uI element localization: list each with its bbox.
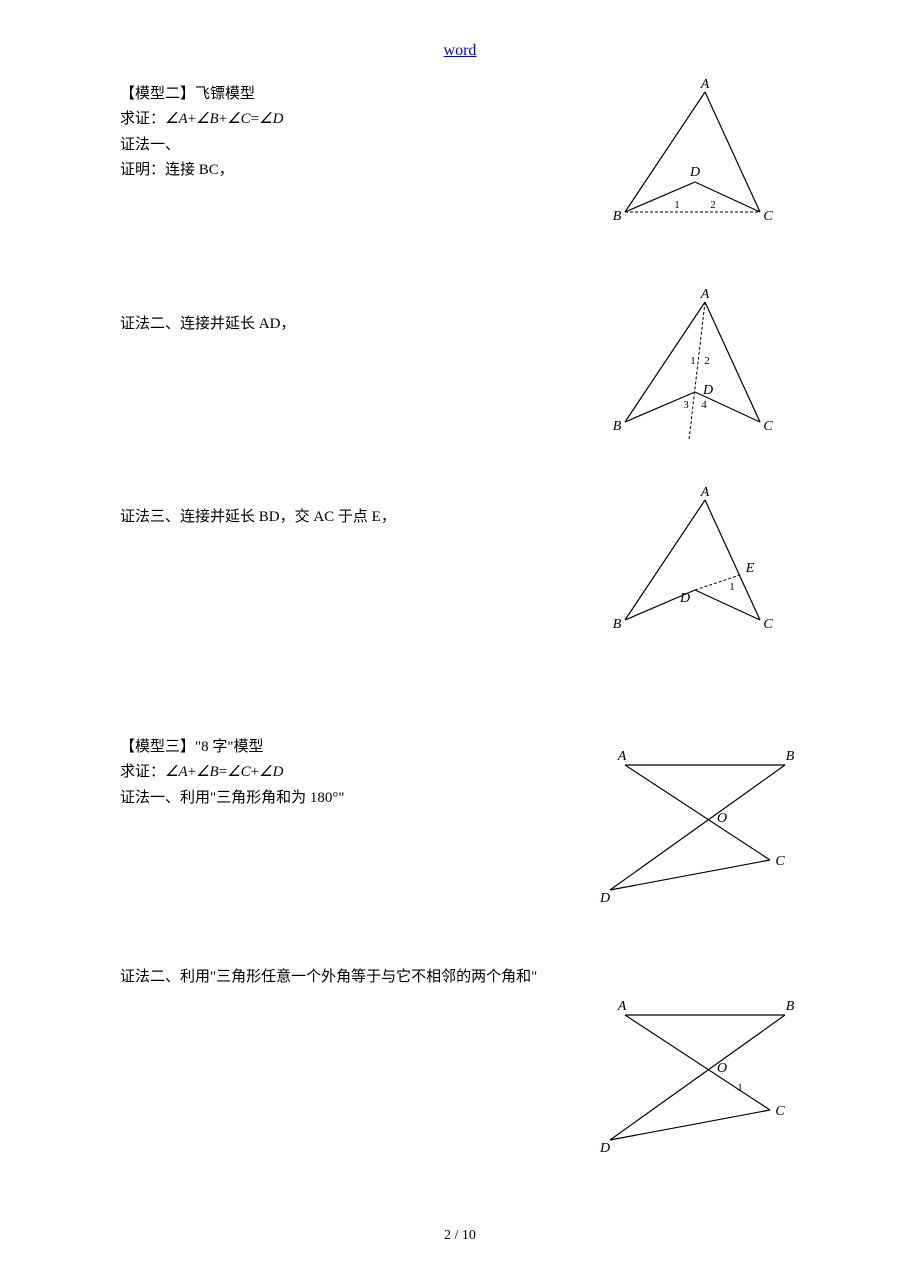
- model3-method2-line: 证法二、利用"三角形任意一个外角等于与它不相邻的两个角和": [120, 965, 800, 991]
- label-O4: O: [717, 811, 727, 826]
- label-B2: B: [613, 419, 622, 434]
- label-C4: C: [775, 854, 785, 869]
- num-4b: 4: [701, 399, 707, 411]
- label-A3: A: [700, 485, 710, 500]
- num-2: 2: [710, 199, 716, 211]
- label-C2: C: [763, 419, 773, 434]
- model2-method1: 【模型二】飞镖模型 求证：∠A+∠B+∠C=∠D 证法一、 证明：连接 BC， …: [120, 82, 800, 282]
- label-D4: D: [599, 891, 610, 906]
- label-D: D: [689, 165, 700, 180]
- diagram-dart-2: A B C D 1 2 3 4: [610, 292, 780, 455]
- label-D3: D: [679, 591, 690, 606]
- diagram-dart-3: A B C D E 1: [610, 490, 780, 648]
- diagram-dart-1: A B C D 1 2: [610, 82, 780, 240]
- label-C5: C: [775, 1104, 785, 1119]
- page-number: 2 / 10: [444, 1228, 476, 1243]
- num-1: 1: [674, 199, 680, 211]
- label-B3: B: [613, 617, 622, 632]
- label-B5: B: [786, 999, 795, 1014]
- model2-method3: 证法三、连接并延长 BD，交 AC 于点 E， A B C D E 1: [120, 505, 800, 700]
- num-1c: 1: [729, 581, 735, 593]
- model3-method2: 证法二、利用"三角形任意一个外角等于与它不相邻的两个角和" A B C D O …: [120, 965, 800, 1165]
- label-A4: A: [617, 749, 627, 764]
- num-1b: 1: [690, 355, 696, 367]
- label-D2: D: [702, 383, 713, 398]
- label-B: B: [613, 209, 622, 224]
- label-E3: E: [745, 561, 755, 576]
- num-3b: 3: [683, 399, 689, 411]
- label-A2: A: [700, 287, 710, 302]
- label-A5: A: [617, 999, 627, 1014]
- diagram-eight-2: A B C D O 1: [600, 1000, 800, 1163]
- label-C3: C: [763, 617, 773, 632]
- model2-method2: 证法二、连接并延长 AD， A B C D 1 2 3 4: [120, 312, 800, 497]
- num-2b: 2: [704, 355, 710, 367]
- header-link-text[interactable]: word: [444, 42, 477, 59]
- label-O5: O: [717, 1061, 727, 1076]
- page-footer: 2 / 10: [0, 1225, 920, 1247]
- model3-method2-text: 证法二、利用"三角形任意一个外角等于与它不相邻的两个角和": [120, 965, 800, 991]
- model3-method1: 【模型三】"8 字"模型 求证：∠A+∠B=∠C+∠D 证法一、利用"三角形角和…: [120, 735, 800, 945]
- diagram-eight-1: A B C D O: [600, 750, 800, 913]
- header-link: word: [120, 38, 800, 64]
- label-C: C: [763, 209, 773, 224]
- num-1e: 1: [737, 1082, 743, 1094]
- label-B4: B: [786, 749, 795, 764]
- label-D5: D: [599, 1141, 610, 1156]
- label-A: A: [700, 77, 710, 92]
